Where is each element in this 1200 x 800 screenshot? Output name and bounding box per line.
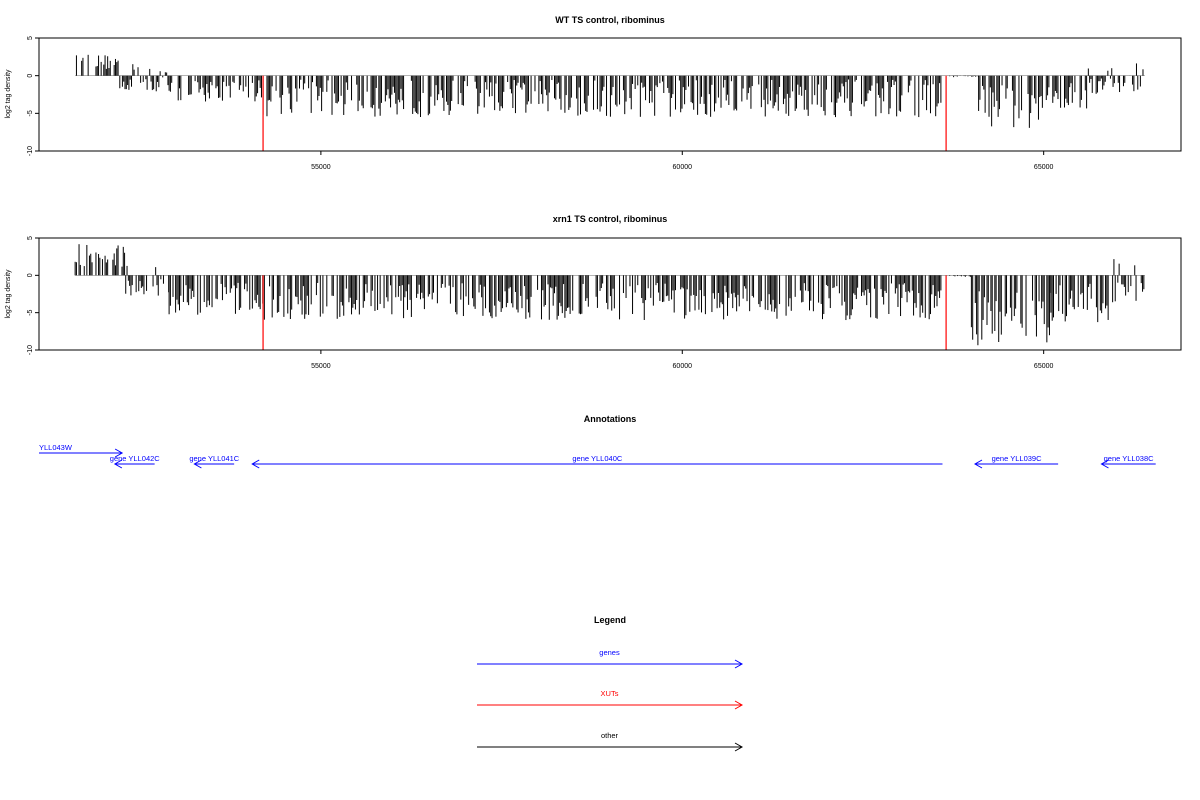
y-tick-label: 5 bbox=[27, 36, 34, 40]
x-tick-label: 65000 bbox=[1034, 164, 1054, 171]
legend-title: Legend bbox=[594, 615, 626, 625]
wt-density-panel: WT TS control, ribominus log2 tag densit… bbox=[5, 15, 1182, 171]
gene-arrow-head bbox=[973, 459, 983, 469]
y-tick-label: -10 bbox=[27, 345, 34, 355]
gene-label: YLL043W bbox=[39, 443, 73, 452]
axis-ticks: 5 0 -5 -10 55000 60000 65000 bbox=[27, 236, 1054, 370]
gene-arrow: gene YLL042C bbox=[110, 454, 160, 469]
annotations-track: Annotations YLL043W gene YLL042C gene YLL0… bbox=[39, 414, 1156, 469]
x-tick-label: 60000 bbox=[673, 363, 693, 370]
gene-arrow-head bbox=[1100, 459, 1109, 469]
gene-arrow: gene YLL041C bbox=[189, 454, 240, 469]
plot-frame bbox=[38, 37, 1182, 152]
legend-entry: other bbox=[477, 731, 744, 752]
panel-title: WT TS control, ribominus bbox=[555, 15, 665, 25]
gene-arrows: YLL043W gene YLL042C gene YLL041C gene YLL0… bbox=[39, 443, 1156, 469]
gene-label: gene YLL040C bbox=[572, 454, 622, 463]
gene-arrow-head bbox=[251, 459, 260, 469]
gene-label: gene YLL038C bbox=[1104, 454, 1154, 463]
legend-entry: XUTs bbox=[477, 689, 744, 710]
legend-arrow-head bbox=[734, 700, 744, 710]
x-tick-label: 60000 bbox=[673, 164, 693, 171]
legend-arrow-head bbox=[734, 742, 744, 752]
annotations-title: Annotations bbox=[584, 414, 637, 424]
gene-label: gene YLL042C bbox=[110, 454, 160, 463]
y-tick-label: -5 bbox=[27, 110, 34, 116]
legend-label: genes bbox=[599, 648, 620, 657]
gene-label: gene YLL041C bbox=[189, 454, 239, 463]
gene-arrow: gene YLL038C bbox=[1100, 454, 1156, 469]
density-bars bbox=[75, 54, 1145, 151]
y-tick-label: 0 bbox=[27, 74, 34, 78]
gene-arrow-head bbox=[114, 448, 124, 458]
y-tick-label: 0 bbox=[27, 273, 34, 277]
y-axis-label: log2 tag density bbox=[5, 269, 12, 319]
y-axis-label: log2 tag density bbox=[5, 69, 12, 119]
legend: Legend genes XUTs other bbox=[477, 615, 744, 752]
x-tick-label: 55000 bbox=[311, 164, 331, 171]
legend-entry: genes bbox=[477, 648, 744, 669]
axis-ticks: 5 0 -5 -10 55000 60000 65000 bbox=[27, 36, 1054, 171]
gene-arrow: gene YLL039C bbox=[973, 454, 1059, 469]
legend-label: other bbox=[601, 731, 619, 740]
y-tick-label: 5 bbox=[27, 236, 34, 240]
y-tick-label: -10 bbox=[27, 146, 34, 156]
gene-arrow-head bbox=[193, 459, 202, 469]
plot-frame bbox=[38, 237, 1182, 351]
legend-entries: genes XUTs other bbox=[477, 648, 744, 752]
legend-arrow-head bbox=[734, 659, 744, 669]
legend-label: XUTs bbox=[601, 689, 619, 698]
panel-title: xrn1 TS control, ribominus bbox=[553, 214, 668, 224]
x-tick-label: 55000 bbox=[311, 363, 331, 370]
gene-arrow: YLL043W bbox=[39, 443, 124, 458]
xrn1-density-panel: xrn1 TS control, ribominus log2 tag dens… bbox=[5, 214, 1182, 370]
gene-arrow-head bbox=[113, 459, 123, 469]
gene-label: gene YLL039C bbox=[992, 454, 1042, 463]
density-bars bbox=[74, 244, 1145, 350]
x-tick-label: 65000 bbox=[1034, 363, 1054, 370]
y-tick-label: -5 bbox=[27, 309, 34, 315]
gene-arrow: gene YLL040C bbox=[251, 454, 943, 469]
